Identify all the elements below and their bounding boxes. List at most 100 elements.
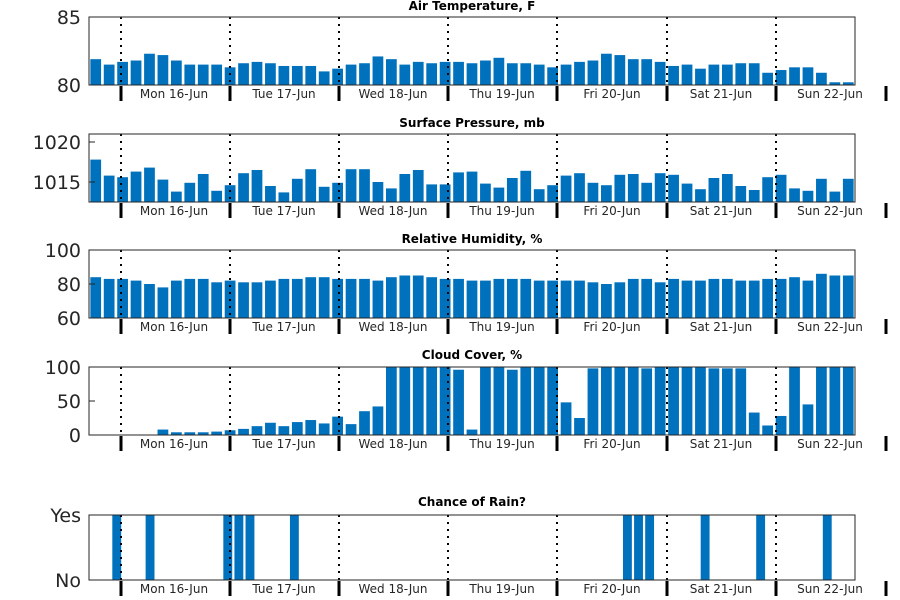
- x-tick-label: Tue 17-Jun: [251, 87, 315, 101]
- bar: [252, 62, 263, 85]
- bar: [332, 279, 343, 318]
- x-tick-label: Tue 17-Jun: [251, 320, 315, 334]
- x-tick: [229, 86, 232, 101]
- bar: [762, 73, 773, 85]
- bar: [386, 277, 397, 318]
- x-tick-label: Mon 16-Jun: [140, 582, 208, 596]
- bar: [359, 169, 370, 202]
- bar: [305, 277, 316, 318]
- bar: [494, 58, 505, 85]
- x-tick-label: Mon 16-Jun: [140, 437, 208, 451]
- bar: [158, 55, 169, 85]
- bar: [695, 281, 706, 318]
- bar: [399, 276, 410, 319]
- x-tick-label: Fri 20-Jun: [583, 204, 640, 218]
- plot-area: [89, 515, 855, 580]
- bar: [225, 185, 236, 202]
- bar: [709, 65, 720, 85]
- x-tick: [338, 203, 341, 218]
- bar: [803, 67, 814, 85]
- bar: [319, 71, 330, 85]
- x-tick: [775, 319, 778, 334]
- bar: [655, 62, 666, 85]
- bar: [413, 276, 424, 319]
- bar: [467, 281, 478, 318]
- bar: [520, 63, 531, 85]
- x-tick: [120, 203, 123, 218]
- bar: [238, 173, 249, 202]
- bar: [735, 63, 746, 85]
- x-tick: [447, 436, 450, 451]
- panel-title: Cloud Cover, %: [422, 348, 522, 362]
- bar: [319, 277, 330, 318]
- bar: [131, 281, 142, 318]
- bar: [668, 66, 679, 85]
- bar: [749, 281, 760, 318]
- bar: [749, 190, 760, 202]
- x-tick-label: Fri 20-Jun: [583, 582, 640, 596]
- bar: [413, 62, 424, 85]
- x-tick-label: Sat 21-Jun: [690, 582, 753, 596]
- bar: [467, 63, 478, 85]
- bar: [803, 281, 814, 318]
- bar: [816, 274, 827, 318]
- x-tick-label: Tue 17-Jun: [251, 437, 315, 451]
- x-tick: [229, 436, 232, 451]
- bar: [146, 515, 155, 580]
- bar: [776, 70, 787, 85]
- x-tick: [447, 581, 450, 596]
- bar: [104, 65, 115, 85]
- bar: [829, 367, 840, 435]
- bar: [709, 368, 720, 435]
- bar: [623, 515, 632, 580]
- bar: [440, 184, 451, 202]
- x-tick-label: Wed 18-Jun: [359, 87, 428, 101]
- bar: [346, 169, 357, 202]
- bar: [789, 277, 800, 318]
- bar: [305, 66, 316, 85]
- bar: [278, 66, 289, 85]
- bar: [198, 279, 209, 318]
- bar: [682, 65, 693, 85]
- bar: [225, 67, 236, 85]
- bar: [373, 182, 384, 202]
- bar: [645, 515, 654, 580]
- x-tick: [229, 203, 232, 218]
- x-tick-label: Tue 17-Jun: [251, 582, 315, 596]
- bar: [668, 367, 679, 435]
- x-tick: [885, 581, 888, 596]
- bar: [131, 61, 142, 85]
- y-tick-label: 100: [45, 240, 81, 262]
- x-tick: [229, 581, 232, 596]
- bar: [601, 284, 612, 318]
- bar: [829, 192, 840, 202]
- x-tick-label: Sun 22-Jun: [797, 437, 863, 451]
- x-tick: [447, 319, 450, 334]
- bar: [735, 368, 746, 435]
- panel-title: Chance of Rain?: [418, 495, 526, 509]
- bar: [803, 404, 814, 435]
- x-tick: [447, 86, 450, 101]
- bar: [252, 426, 263, 435]
- bar: [722, 368, 733, 435]
- x-tick-label: Wed 18-Jun: [359, 437, 428, 451]
- bar: [480, 367, 491, 435]
- y-tick-label: Yes: [49, 505, 81, 527]
- x-tick: [556, 436, 559, 451]
- bar: [561, 281, 572, 318]
- x-tick: [666, 203, 669, 218]
- bar: [668, 175, 679, 202]
- bar: [346, 279, 357, 318]
- x-tick: [775, 203, 778, 218]
- bar: [198, 65, 209, 85]
- bar: [776, 416, 787, 435]
- bar: [507, 178, 518, 202]
- x-tick: [885, 86, 888, 101]
- bar: [507, 370, 518, 435]
- bar: [601, 367, 612, 435]
- bar: [252, 170, 263, 202]
- bar: [426, 367, 437, 435]
- panel-title: Relative Humidity, %: [402, 232, 543, 246]
- bar: [634, 515, 643, 580]
- x-tick-label: Fri 20-Jun: [583, 87, 640, 101]
